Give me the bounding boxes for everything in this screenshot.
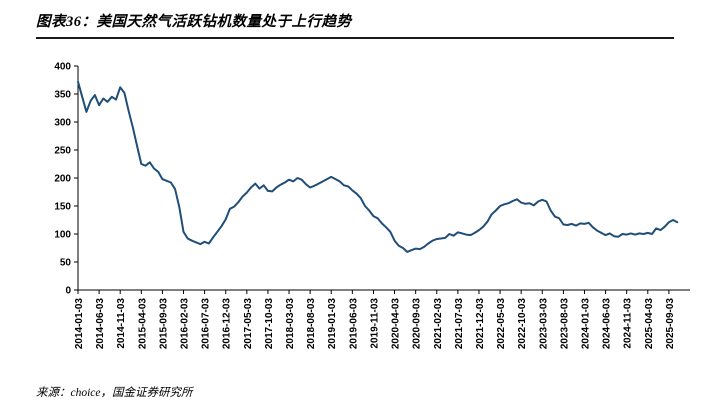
x-tick-label: 2015-09-03 [158,298,169,350]
x-tick-label: 2020-09-03 [412,298,423,350]
x-tick-label: 2014-11-03 [116,298,127,349]
y-tick-label: 350 [54,90,71,101]
x-tick-label: 2018-08-03 [306,298,317,350]
x-tick-label: 2019-06-03 [348,298,359,350]
x-tick-label: 2024-01-03 [580,298,591,350]
x-tick-label: 2023-03-03 [538,298,549,350]
x-tick-label: 2021-02-03 [433,298,444,350]
x-tick-label: 2024-11-03 [623,298,634,349]
x-tick-label: 2017-05-03 [243,298,254,350]
x-tick-label: 2022-05-03 [496,298,507,350]
x-tick-label: 2022-10-03 [517,298,528,350]
x-tick-label: 2016-02-03 [180,298,191,350]
x-tick-label: 2025-09-03 [665,298,676,350]
y-tick-label: 250 [54,146,71,157]
x-tick-label: 2025-04-03 [644,298,655,350]
x-tick-label: 2014-01-03 [74,298,85,350]
y-tick-label: 50 [60,258,72,269]
x-tick-label: 2021-12-03 [475,298,486,350]
title-divider [36,37,674,39]
x-tick-label: 2020-04-03 [391,298,402,350]
y-tick-label: 400 [54,62,71,73]
y-tick-label: 200 [54,174,71,185]
x-tick-label: 2019-01-03 [327,298,338,350]
source-note: 来源：choice，国金证券研究所 [36,387,193,399]
data-line [77,80,679,253]
x-tick-label: 2015-04-03 [137,298,148,350]
x-tick-label: 2014-06-03 [95,298,106,350]
x-tick-label: 2021-07-03 [454,298,465,350]
y-tick-label: 100 [54,230,71,241]
y-tick-label: 0 [65,286,71,297]
x-tick-label: 2018-03-03 [285,298,296,350]
rig-count-line-chart: 0 50 100 150 200 250 300 350 400 2014-01-03 2014-0… [54,62,690,350]
x-tick-label: 2016-12-03 [222,298,233,350]
x-tick-label: 2016-07-03 [201,298,212,350]
chart-title: 图表36：美国天然气活跃钻机数量处于上行趋势 [36,14,352,30]
x-tick-label: 2023-08-03 [559,298,570,350]
x-tick-label: 2019-11-03 [369,298,380,349]
x-tick-label: 2024-06-03 [602,298,613,350]
y-tick-label: 150 [54,202,71,213]
x-tick-label: 2017-10-03 [264,298,275,350]
y-tick-label: 300 [54,118,71,129]
